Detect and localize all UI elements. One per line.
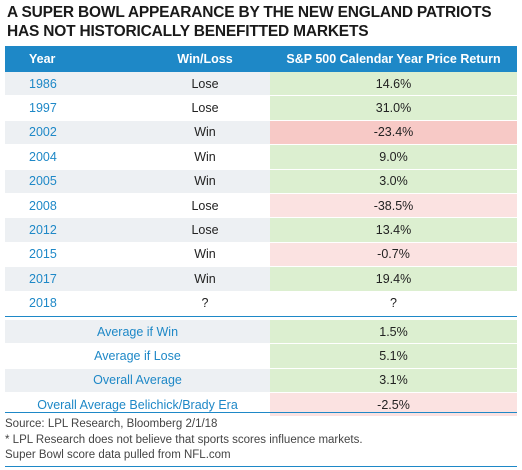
page-title: A SUPER BOWL APPEARANCE BY THE NEW ENGLA… [7,4,492,40]
result-cell: Win [194,247,216,262]
summary-value: 5.1% [270,344,517,368]
return-cell: 13.4% [270,218,517,242]
result-cell: Lose [191,223,219,238]
year-cell: 2008 [29,198,57,213]
year-cell: 2005 [29,174,57,189]
result-cell: Lose [191,198,219,213]
table-row: 2012 Lose 13.4% [5,218,517,243]
year-cell: 1997 [29,101,57,116]
summary-value: 3.1% [270,368,517,393]
data-source-note: Super Bowl score data pulled from NFL.co… [5,449,231,461]
summary-row: Average if Lose 5.1% [5,344,517,369]
summary-value: 1.5% [270,319,517,344]
year-cell: 1986 [29,76,57,91]
source-note: Source: LPL Research, Bloomberg 2/1/18 [5,418,218,430]
result-cell: Lose [191,76,219,91]
return-cell: 31.0% [270,96,517,120]
return-cell: -0.7% [270,242,517,267]
return-cell: 9.0% [270,145,517,169]
header-return: S&P 500 Calendar Year Price Return [286,52,501,66]
return-cell: -23.4% [270,120,517,145]
result-cell: Win [194,125,216,140]
table-row: 2004 Win 9.0% [5,145,517,170]
summary-body: Average if Win 1.5% Average if Lose 5.1% Ove… [5,319,517,418]
table-row: 1997 Lose 31.0% [5,96,517,121]
table-header: Year Win/Loss S&P 500 Calendar Year Pric… [5,46,517,72]
header-win-loss: Win/Loss [177,52,233,66]
return-cell: ? [390,296,397,311]
year-cell: 2012 [29,223,57,238]
summary-row: Overall Average 3.1% [5,368,517,394]
footer-notes: Source: LPL Research, Bloomberg 2/1/18 *… [5,412,517,464]
summary-label: Average if Lose [94,348,181,363]
table-row: 2015 Win -0.7% [5,242,517,268]
return-cell: 3.0% [270,169,517,193]
header-year: Year [29,52,56,66]
table-row: 1986 Lose 14.6% [5,72,517,97]
summary-row: Average if Win 1.5% [5,319,517,345]
table-body: 1986 Lose 14.6% 1997 Lose 31.0% 2002 Win -23.4% 2… [5,72,517,316]
summary-label: Overall Average Belichick/Brady Era [37,397,238,412]
table-row: 2018?? [5,291,517,316]
disclaimer-note: * LPL Research does not believe that spo… [5,433,363,446]
result-cell: Win [194,174,216,189]
summary-value: -2.5% [270,393,517,417]
bottom-rule [5,466,517,467]
summary-label: Average if Win [96,324,179,339]
table-row: 2005 Win 3.0% [5,169,517,194]
table-row: 2017 Win 19.4% [5,267,517,292]
result-cell: Lose [191,101,219,116]
year-cell: 2002 [29,125,57,140]
return-cell: 19.4% [270,267,517,291]
year-cell: 2015 [29,247,57,262]
return-cell: -38.5% [270,193,517,218]
table-row: 2002 Win -23.4% [5,120,517,146]
result-cell: Win [194,271,216,286]
table-row: 2008 Lose -38.5% [5,193,517,219]
summary-divider [5,315,517,320]
returns-table: Year Win/Loss S&P 500 Calendar Year Pric… [5,46,517,418]
year-cell: 2018 [29,296,57,311]
year-cell: 2017 [29,271,57,286]
summary-row: Overall Average Belichick/Brady Era -2.5% [5,393,517,418]
result-cell: ? [201,296,209,311]
summary-label: Overall Average [93,373,182,388]
year-cell: 2004 [29,149,57,164]
result-cell: Win [194,149,216,164]
return-cell: 14.6% [270,72,517,96]
